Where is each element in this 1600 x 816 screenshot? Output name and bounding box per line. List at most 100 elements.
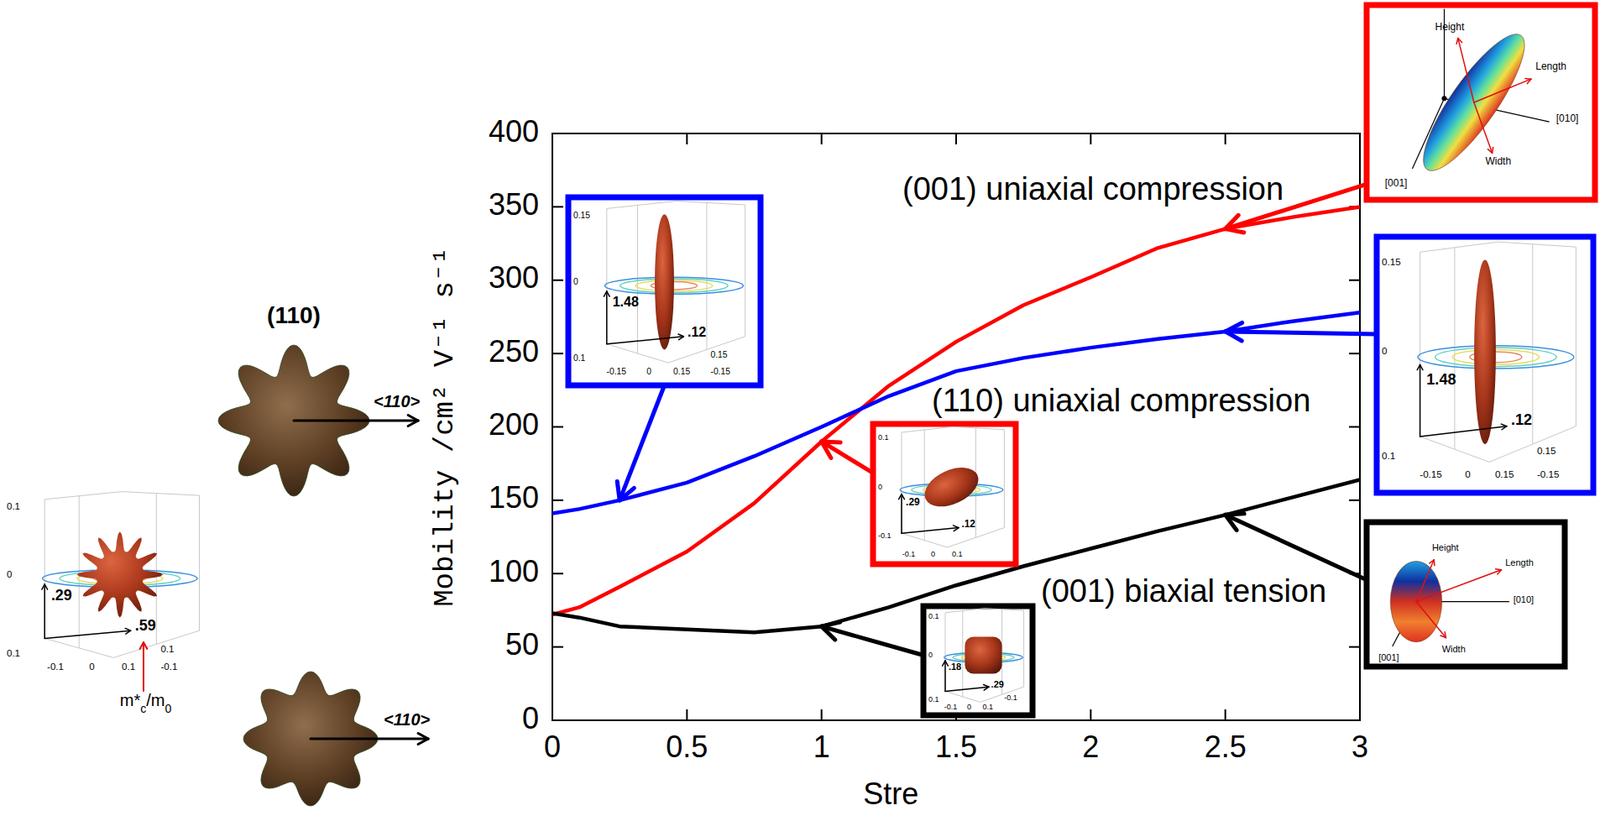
inset-axis-arrow-head (953, 525, 959, 529)
inset-wire (198, 495, 200, 631)
direction-arrow-head (407, 415, 419, 421)
inset-shape (918, 460, 985, 515)
orientation-label: [001] (1385, 177, 1408, 189)
direction-arrow-head (1497, 569, 1502, 575)
orientation-label: Length (1505, 557, 1534, 568)
caption-part: m* (120, 690, 142, 710)
inset-tick: -0.1 (878, 531, 892, 540)
series-label: (001) biaxial tension (1040, 573, 1327, 609)
chart: 05010015020025030035040000.511.522.53Str… (0, 0, 1600, 816)
caption-part: c (140, 701, 147, 716)
direction-arrow-head (1456, 37, 1459, 44)
inset-axis-arrow (43, 584, 46, 638)
direction-arrow-head (1440, 635, 1446, 638)
direction-arrow-head (1458, 37, 1463, 42)
inset-wire (1575, 246, 1577, 427)
direction-arrow (1416, 601, 1446, 638)
inset-tick: 0 (573, 277, 579, 287)
inset-shape (77, 531, 163, 617)
inset-wire (1497, 241, 1576, 247)
x-tick (685, 133, 688, 145)
inset-shape (654, 214, 675, 350)
inset-tick: 0.1 (6, 648, 21, 659)
x-tick-label: 2 (1082, 729, 1099, 764)
inset-tick: -0.15 (606, 366, 628, 377)
pointer-arrow-head (619, 487, 634, 500)
pointer-arrow (1225, 183, 1367, 229)
inset-tick: -0.15 (1419, 468, 1442, 480)
inset: .18.290.100.1-0.100.1-0.1 (923, 606, 1033, 716)
inset-value: .29 (51, 586, 73, 604)
inset-tick: -0.15 (1537, 468, 1559, 480)
x-tick-label: 3 (1351, 729, 1369, 764)
inset-tick: 0.1 (928, 611, 940, 621)
figure-title: (110) (266, 302, 321, 329)
x-tick (1089, 133, 1092, 145)
inset-tick: 0 (928, 650, 933, 659)
inset-tick: 0.1 (1381, 449, 1396, 461)
orientation-label: Width (1484, 155, 1512, 168)
inset-wire (984, 608, 1025, 612)
inset-tick: 0.1 (878, 433, 889, 442)
series-group (552, 206, 1360, 633)
inset-axis-arrow-head (125, 627, 131, 631)
inset-wire (705, 203, 707, 351)
inset-contour (1417, 345, 1574, 369)
orientation-shape (1408, 22, 1540, 184)
inset-wire (44, 491, 122, 500)
inset-caption: m*c/m0 (120, 690, 173, 716)
direction-arrow-head (418, 733, 429, 739)
y-tick-label: 150 (488, 480, 539, 515)
inset-contour (1452, 350, 1539, 366)
inset-tick: -0.1 (160, 661, 178, 672)
caption-part: 0 (164, 701, 172, 716)
inset-wire (1003, 429, 1005, 529)
inset-axis-arrow (900, 494, 903, 534)
x-tick (1224, 133, 1227, 145)
inset-shape (1474, 259, 1496, 445)
pointer-arrow-head (821, 626, 836, 640)
direction-arrow-head (1432, 559, 1435, 566)
inset-axis-arrow-head (1501, 426, 1507, 430)
inset-wire (121, 491, 199, 497)
inset-tick: 0.1 (982, 702, 994, 712)
inset-wire (901, 432, 903, 534)
pointer-arrow-head (1225, 229, 1245, 233)
inset-tick: 0.1 (951, 549, 963, 559)
y-tick (1349, 132, 1360, 135)
inset-contour (620, 278, 728, 293)
inset-frame (873, 423, 1016, 565)
inset-axis-arrow-head (901, 494, 905, 500)
inset-frame (1366, 522, 1565, 667)
inset-wire (744, 204, 746, 337)
inset-wire (952, 426, 1004, 429)
inset-tick: 0.1 (121, 661, 136, 672)
inset-tick: -0.1 (1003, 693, 1018, 702)
y-tick (552, 352, 564, 355)
inset-tick: 0.15 (1495, 468, 1515, 480)
y-tick (552, 572, 564, 575)
pointer-arrow (1225, 331, 1377, 335)
inset-tick: 0 (930, 549, 936, 559)
pointer-arrow-head (821, 622, 841, 627)
pointer-arrow (1225, 514, 1367, 580)
inset-frame (923, 606, 1033, 716)
x-axis-title: Stre (862, 776, 919, 811)
inset-axis-arrow-head (603, 291, 607, 297)
pointer-arrow-head (1225, 322, 1243, 331)
y-axis-title: Mobility /cm² V⁻¹ s⁻¹ (428, 246, 461, 607)
x-tick (551, 709, 554, 721)
y-tick-label: 300 (488, 260, 539, 295)
direction-arrow-head (1429, 559, 1434, 564)
inset-tick: -0.1 (47, 661, 64, 672)
inset-wire (945, 612, 947, 692)
inset-tick: 0 (6, 569, 12, 580)
y-tick (552, 719, 564, 722)
inset-wire (156, 493, 157, 644)
inset-tick: 0 (967, 702, 972, 712)
orientation-label: [010] (1513, 594, 1534, 605)
x-tick (685, 709, 688, 721)
orientation-label: [010] (1556, 112, 1580, 125)
orientation-inset: HeightLengthWidth[010][001] (1366, 5, 1595, 200)
direction-arrow (1474, 102, 1493, 153)
